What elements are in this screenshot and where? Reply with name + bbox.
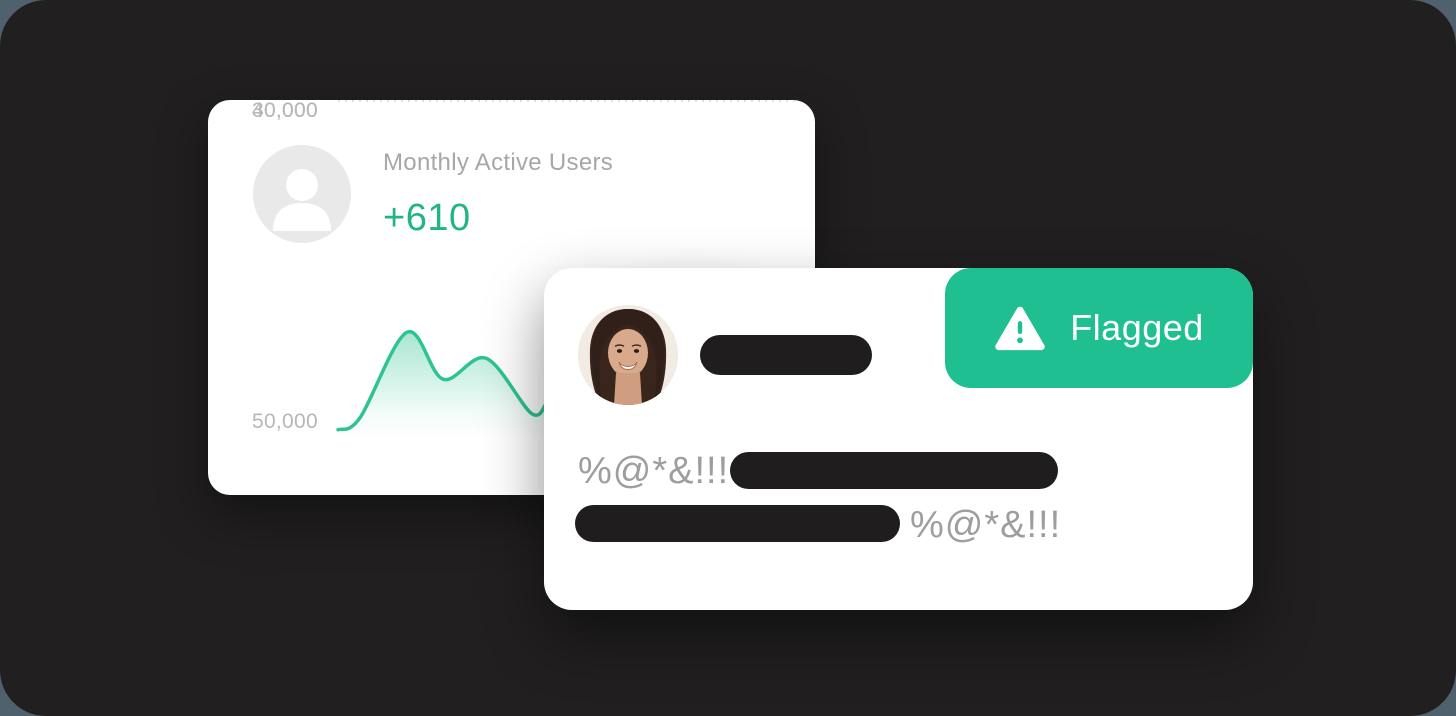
avatar [253,145,351,243]
warning-triangle-icon [995,306,1045,351]
y-axis-tick-30000: 30,000 [251,100,318,122]
redacted-text-bar [730,452,1058,489]
woman-photo-avatar [578,305,678,405]
flagged-comment-card: Flagged %@*&!!! %@*&!!! [544,268,1253,610]
card-title: Monthly Active Users [383,149,614,176]
chart-area-fill [338,331,546,440]
censored-text: %@*&!!! [910,504,1062,546]
mau-delta-value: +610 [383,197,471,239]
mau-card-header: Monthly Active Users +610 [253,145,613,243]
user-silhouette-icon [253,145,351,243]
redacted-text-bar [575,505,900,542]
flagged-badge: Flagged [945,268,1253,388]
gridline-30000 [338,100,796,102]
mau-area-chart [336,330,548,440]
redacted-name-bar [700,335,872,375]
chart-line [336,330,548,432]
y-axis-tick-40000: 40,000 [251,100,318,122]
censored-text: %@*&!!! [578,450,730,492]
flagged-badge-label: Flagged [1070,307,1204,348]
y-axis-tick-50000: 50,000 [251,410,318,433]
commenter-avatar [578,305,678,405]
